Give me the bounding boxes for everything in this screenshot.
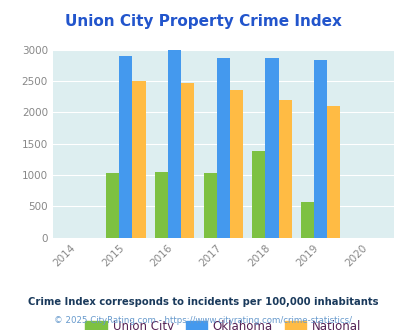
Bar [181,83,194,238]
Text: Union City Property Crime Index: Union City Property Crime Index [64,14,341,29]
Bar [203,173,216,238]
Bar [132,81,145,238]
Text: © 2025 CityRating.com - https://www.cityrating.com/crime-statistics/: © 2025 CityRating.com - https://www.city… [54,315,351,325]
Bar [229,90,243,238]
Bar [252,151,265,238]
Bar [300,203,313,238]
Bar [216,58,229,238]
Bar [119,56,132,238]
Bar [168,50,181,238]
Bar [326,106,340,238]
Bar [265,58,278,238]
Bar [154,172,168,238]
Text: Crime Index corresponds to incidents per 100,000 inhabitants: Crime Index corresponds to incidents per… [28,297,377,307]
Legend: Union City, Oklahoma, National: Union City, Oklahoma, National [81,315,365,330]
Bar [106,173,119,238]
Bar [313,60,326,238]
Bar [278,100,291,238]
